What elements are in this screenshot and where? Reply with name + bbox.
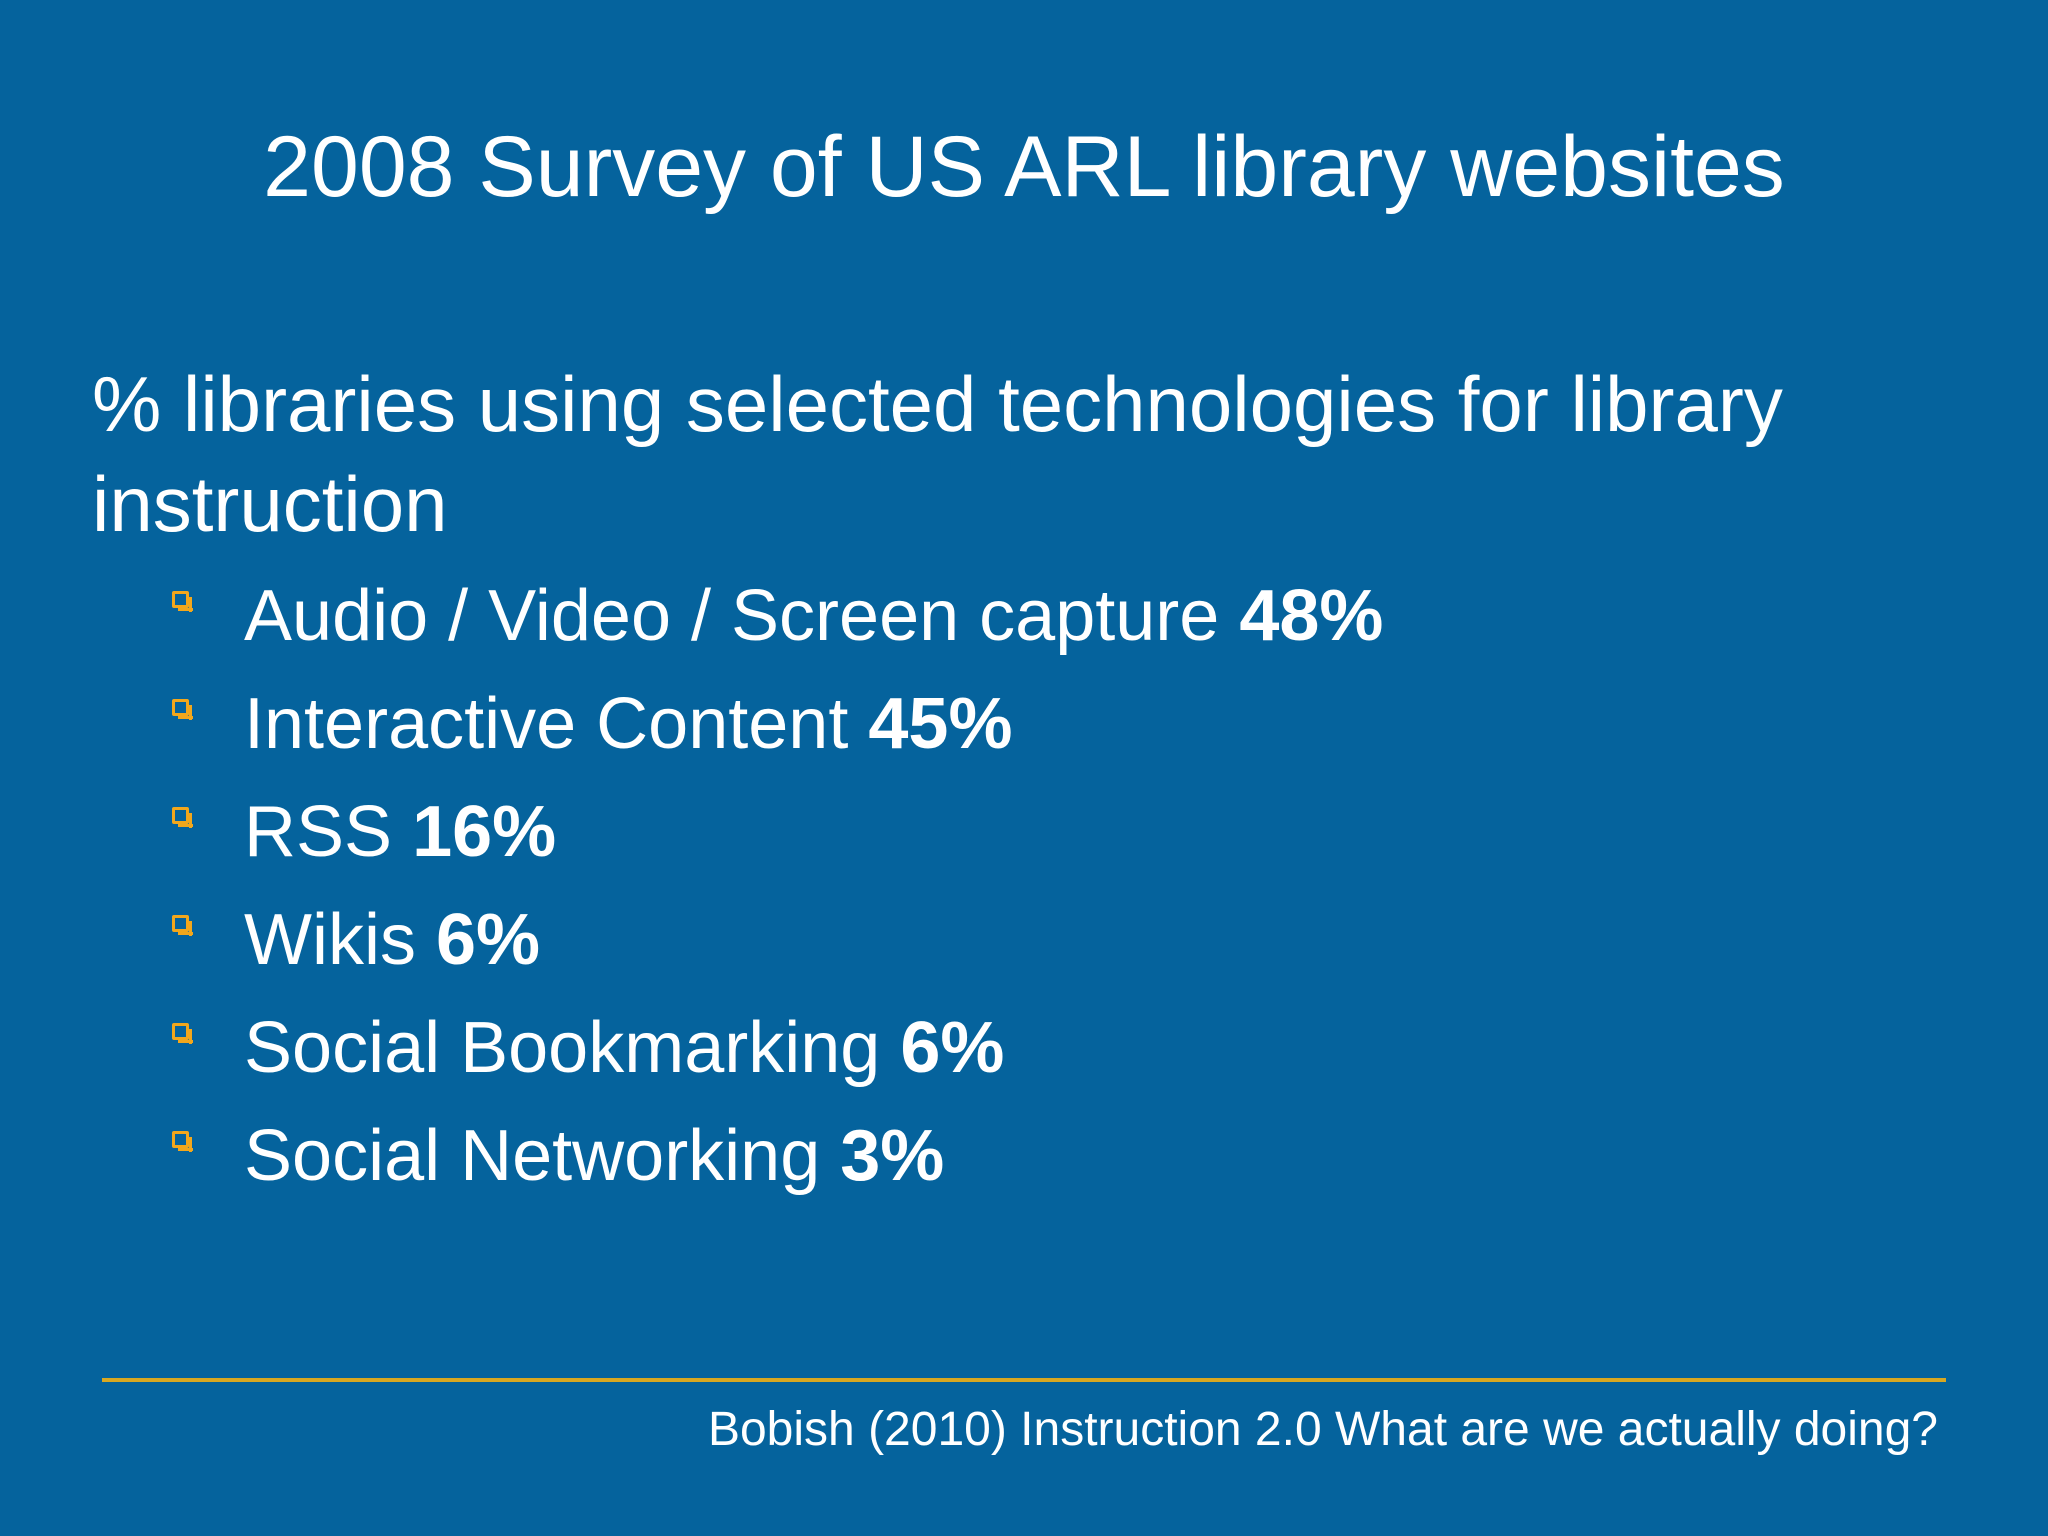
technology-percent: 45% <box>868 684 1013 764</box>
technology-percent: 48% <box>1239 576 1384 656</box>
square-bullet-icon <box>172 699 193 720</box>
technology-label: RSS <box>244 792 393 872</box>
technology-label: Social Bookmarking <box>244 1008 881 1088</box>
slide-footer-citation: Bobish (2010) Instruction 2.0 What are w… <box>707 1403 1938 1456</box>
technology-item-text: Social Bookmarking 6% <box>244 994 1004 1102</box>
technology-label: Social Networking <box>244 1116 821 1196</box>
technology-percent: 16% <box>412 792 557 872</box>
technology-label: Audio / Video / Screen capture <box>244 576 1220 656</box>
square-bullet-icon <box>172 1131 193 1152</box>
square-bullet-icon <box>172 915 193 936</box>
technology-item-text: Audio / Video / Screen capture 48% <box>244 562 1383 670</box>
slide-heading: % libraries using selected technologies … <box>92 360 1783 548</box>
technology-percent: 6% <box>900 1008 1005 1088</box>
technology-label: Interactive Content <box>244 684 849 764</box>
footer-divider <box>102 1378 1946 1382</box>
square-bullet-icon <box>172 807 193 828</box>
technology-item-text: Social Networking 3% <box>244 1102 944 1210</box>
technology-item-text: RSS 16% <box>244 778 556 886</box>
technology-item-text: Wikis 6% <box>244 886 540 994</box>
technology-percent: 3% <box>840 1116 945 1196</box>
technology-label: Wikis <box>244 900 416 980</box>
square-bullet-icon <box>172 1023 193 1044</box>
slide-title: 2008 Survey of US ARL library websites <box>263 119 1785 215</box>
square-bullet-icon <box>172 591 193 612</box>
technology-percent: 6% <box>435 900 541 980</box>
technology-item-text: Interactive Content 45% <box>244 670 1012 778</box>
